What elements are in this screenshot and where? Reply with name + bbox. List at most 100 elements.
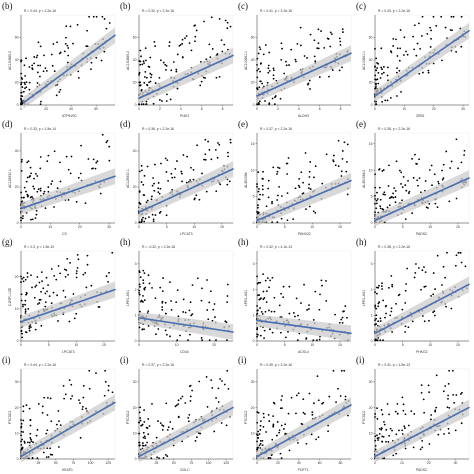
scatter-point [148, 66, 151, 68]
scatter-point [177, 399, 180, 402]
scatter-point [389, 314, 392, 317]
scatter-point [24, 87, 26, 90]
panel-label: (e) [356, 119, 366, 129]
scatter-point [28, 66, 31, 68]
scatter-point [148, 216, 150, 219]
scatter-point [321, 402, 323, 405]
scatter-point [268, 286, 270, 289]
scatter-point [20, 426, 23, 429]
scatter-point [308, 183, 310, 186]
scatter-point [342, 31, 344, 33]
scatter-point [94, 167, 97, 170]
scatter-point [173, 176, 176, 179]
scatter-point [79, 402, 81, 404]
scatter-point [401, 308, 404, 311]
scatter-point [258, 444, 261, 447]
scatter-point [421, 71, 424, 74]
scatter-point [424, 285, 427, 288]
scatter-point [434, 288, 436, 290]
scatter-point [181, 180, 183, 183]
scatter-point [381, 413, 384, 416]
scatter-point [453, 401, 456, 404]
scatter-point [221, 380, 223, 382]
scatter-point [424, 271, 427, 274]
scatter-point [37, 403, 40, 405]
scatter-point [44, 67, 47, 69]
scatter-point [434, 314, 436, 317]
scatter-point [104, 380, 107, 383]
scatter-point [40, 290, 42, 293]
x-tick-label: 60 [94, 107, 98, 111]
scatter-point [30, 438, 32, 441]
scatter-point [417, 184, 419, 187]
scatter-point [41, 411, 44, 414]
scatter-point [20, 299, 23, 302]
scatter-point [170, 309, 173, 311]
scatter-point [404, 413, 407, 416]
scatter-point [79, 172, 82, 175]
scatter-point [377, 439, 379, 441]
scatter-panel: 0 2 4 6 8 0 20 40 60 (b) R = 0.32, p < 2.2e-16 PI4K… [119, 1, 237, 119]
scatter-point [45, 69, 48, 72]
y-tick-label: 60 [251, 36, 255, 40]
scatter-point [295, 60, 297, 63]
scatter-point [44, 292, 47, 295]
scatter-point [22, 419, 25, 422]
correlation-stat: R = 0.44, p = 2.2e-16 [24, 363, 57, 367]
scatter-point [69, 261, 71, 264]
scatter-point [20, 98, 22, 101]
x-tick-label: 15 [102, 343, 106, 347]
scatter-point [20, 443, 23, 446]
x-tick-label: 5 [284, 343, 286, 347]
scatter-point [271, 97, 274, 100]
scatter-point [164, 312, 167, 315]
scatter-point [77, 258, 80, 261]
scatter-point [297, 314, 299, 317]
scatter-point [401, 429, 404, 432]
scatter-point [76, 267, 79, 269]
scatter-point [153, 182, 155, 185]
scatter-point [267, 67, 270, 70]
scatter-point [188, 385, 191, 388]
scatter-point [431, 184, 433, 187]
scatter-point [263, 297, 266, 299]
scatter-point [51, 64, 54, 67]
scatter-point [218, 75, 221, 78]
scatter-point [162, 277, 164, 279]
scatter-point [56, 41, 58, 44]
x-tick-label: 125 [105, 461, 111, 465]
scatter-point [276, 173, 278, 175]
scatter-point [278, 429, 281, 432]
scatter-point [444, 276, 447, 279]
scatter-panel: 25 50 75 100 125 0 10 20 30 (i) R = 0.44, p = 2.2e… [1, 355, 119, 473]
scatter-point [205, 58, 208, 61]
scatter-point [145, 103, 148, 105]
panel-label: (c) [238, 1, 248, 11]
scatter-point [47, 190, 50, 193]
x-tick-label: 10 [428, 225, 432, 229]
confidence-band [21, 281, 115, 328]
scatter-point [105, 141, 108, 144]
scatter-point [285, 60, 287, 63]
scatter-point [208, 43, 211, 46]
scatter-point [276, 170, 279, 173]
scatter-point [392, 196, 395, 199]
y-tick-label: 20 [133, 185, 137, 189]
scatter-point [176, 87, 179, 90]
scatter-point [199, 84, 202, 87]
scatter-point [58, 91, 61, 93]
scatter-point [256, 335, 258, 338]
scatter-point [142, 216, 144, 219]
scatter-point [37, 41, 40, 44]
scatter-point [37, 64, 39, 67]
x-tick-label: 15 [338, 225, 342, 229]
scatter-point [138, 326, 141, 329]
scatter-point [267, 457, 270, 459]
scatter-point [323, 46, 326, 49]
scatter-point [302, 181, 304, 184]
scatter-point [50, 420, 53, 423]
x-axis-label: LPCAT3 [180, 232, 193, 236]
scatter-point [381, 440, 384, 443]
